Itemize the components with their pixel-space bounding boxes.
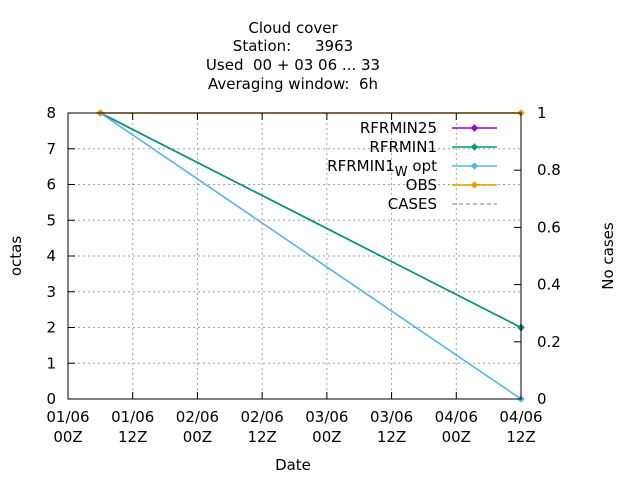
legend-item-4: CASES [388,195,497,213]
legend-marker-0 [471,124,478,132]
x-tick-label-hour-5: 12Z [377,428,406,446]
y-tick-label-4: 4 [46,247,56,265]
legend-label-4: CASES [388,195,437,213]
x-tick-label-date-1: 01/06 [111,408,154,426]
title-line-1: Cloud cover [248,19,338,37]
x-tick-label-hour-7: 12Z [506,428,535,446]
y-axis-ticks: 0 1 2 3 4 5 6 7 8 [46,104,75,408]
title-line-4: Averaging window: 6h [208,75,378,93]
title-line-2: Station: 3963 [233,37,353,55]
x-tick-label-date-5: 03/06 [370,408,413,426]
legend-label-1: RFRMIN1 [369,138,437,156]
legend-label-0: RFRMIN25 [360,119,437,137]
y2-tick-label-3: 0.6 [537,218,561,236]
legend-label-3: OBS [406,176,437,194]
x-tick-label-date-4: 03/06 [305,408,348,426]
x-tick-label-hour-3: 12Z [247,428,276,446]
legend-item-1: RFRMIN1 [369,138,497,156]
x-tick-label-date-7: 04/06 [499,408,542,426]
x-tick-label-date-0: 01/06 [46,408,89,426]
y-tick-label-2: 2 [46,319,56,337]
y2-tick-label-5: 1 [537,104,547,122]
series-line-2 [99,112,522,400]
x-axis-ticks: 01/06 00Z 01/06 12Z 02/06 00Z 02/06 12Z 03/06 00Z… [46,113,543,446]
y2-tick-label-2: 0.4 [537,276,561,294]
x-tick-label-hour-4: 00Z [312,428,341,446]
legend-item-3: OBS [406,176,497,194]
y-tick-label-0: 0 [46,390,56,408]
y2-tick-label-1: 0.2 [537,333,561,351]
x-axis-label: Date [275,456,311,474]
y-tick-label-6: 6 [46,176,56,194]
legend-item-0: RFRMIN25 [360,119,497,137]
y2-axis-ticks: 0 0.2 0.4 0.6 0.8 1 [514,104,561,408]
title-line-3: Used 00 + 03 06 ... 33 [206,56,380,74]
legend-marker-2 [471,162,478,170]
x-tick-label-hour-6: 00Z [442,428,471,446]
y2-axis-label: No cases [599,222,617,290]
x-tick-label-date-3: 02/06 [241,408,284,426]
series-layer [96,109,525,403]
y-tick-label-1: 1 [46,354,56,372]
grid-lines [68,113,521,399]
y-tick-label-3: 3 [46,283,56,301]
y-tick-label-7: 7 [46,140,56,158]
series-line-1 [100,112,522,329]
legend-marker-1 [471,143,478,151]
legend-item-2: RFRMIN1W opt [327,157,497,180]
chart-title: Cloud cover Station: 3963 Used 00 + 03 0… [206,19,380,93]
y-axis-label: octas [7,236,25,276]
y-tick-label-8: 8 [46,104,56,122]
x-tick-label-hour-1: 12Z [118,428,147,446]
legend-marker-3 [471,181,478,189]
y2-tick-label-4: 0.8 [537,161,561,179]
x-tick-label-date-2: 02/06 [176,408,219,426]
y2-tick-label-0: 0 [537,390,547,408]
y-tick-label-5: 5 [46,211,56,229]
x-tick-label-hour-0: 00Z [53,428,82,446]
x-tick-label-hour-2: 00Z [183,428,212,446]
legend-label-2: RFRMIN1W opt [327,157,437,180]
x-tick-label-date-6: 04/06 [435,408,478,426]
